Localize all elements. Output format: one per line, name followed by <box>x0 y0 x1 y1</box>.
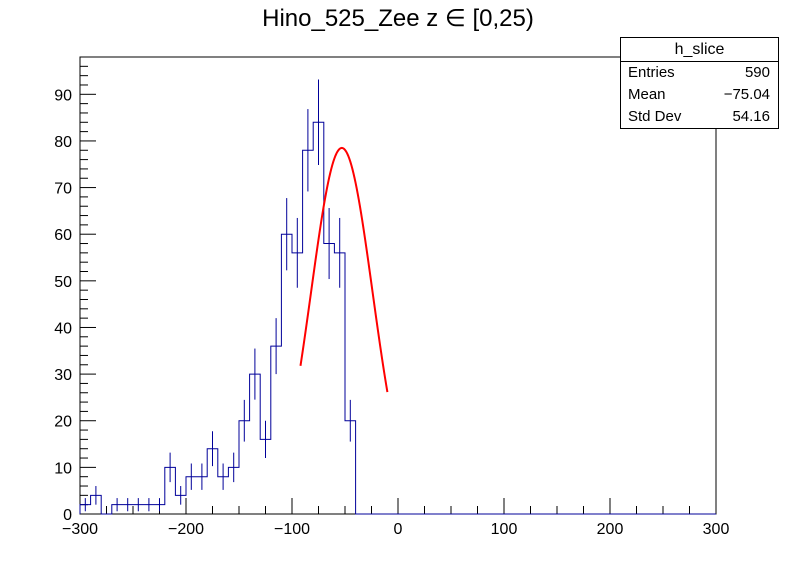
gaussian-fit <box>299 146 389 393</box>
histogram-series <box>79 121 716 515</box>
stats-value: −75.04 <box>723 86 770 103</box>
stats-value: 590 <box>744 64 770 81</box>
y-tick-label: 70 <box>54 181 72 198</box>
y-tick-label: 0 <box>63 507 72 524</box>
x-tick-label: −200 <box>168 521 204 538</box>
x-tick-label: 300 <box>703 521 730 538</box>
stats-row-entries: Entries 590 <box>621 62 778 84</box>
y-tick-label: 30 <box>54 367 72 384</box>
y-tick-label: 90 <box>54 87 72 104</box>
histogram-outline <box>79 121 716 515</box>
y-tick-label: 20 <box>54 414 72 431</box>
stats-label: Entries <box>628 64 675 81</box>
error-bars <box>84 79 351 512</box>
y-tick-label: 60 <box>54 227 72 244</box>
stats-box-name: h_slice <box>621 38 778 62</box>
stats-value: 54.16 <box>732 108 770 125</box>
x-tick-label: 0 <box>394 521 403 538</box>
axis-ticks <box>79 56 717 515</box>
x-tick-label: −100 <box>274 521 310 538</box>
stats-box: h_slice Entries 590 Mean −75.04 Std Dev … <box>620 37 779 129</box>
x-tick-label: 100 <box>491 521 518 538</box>
y-tick-label: 50 <box>54 274 72 291</box>
axis-tick-labels: 0 10 20 30 40 50 60 70 80 90 −300 −200 −100 0 100 200 30… <box>54 87 729 538</box>
stats-label: Mean <box>628 86 666 103</box>
y-tick-label: 80 <box>54 134 72 151</box>
stats-label: Std Dev <box>628 108 682 125</box>
stats-row-stddev: Std Dev 54.16 <box>621 106 778 128</box>
fit-curve <box>299 146 389 393</box>
y-tick-label: 10 <box>54 460 72 477</box>
stats-row-mean: Mean −75.04 <box>621 84 778 106</box>
y-tick-label: 40 <box>54 320 72 337</box>
chart-title: Hino_525_Zee z ∈ [0,25) <box>262 5 534 32</box>
x-tick-label: 200 <box>597 521 624 538</box>
x-tick-label: −300 <box>62 521 98 538</box>
